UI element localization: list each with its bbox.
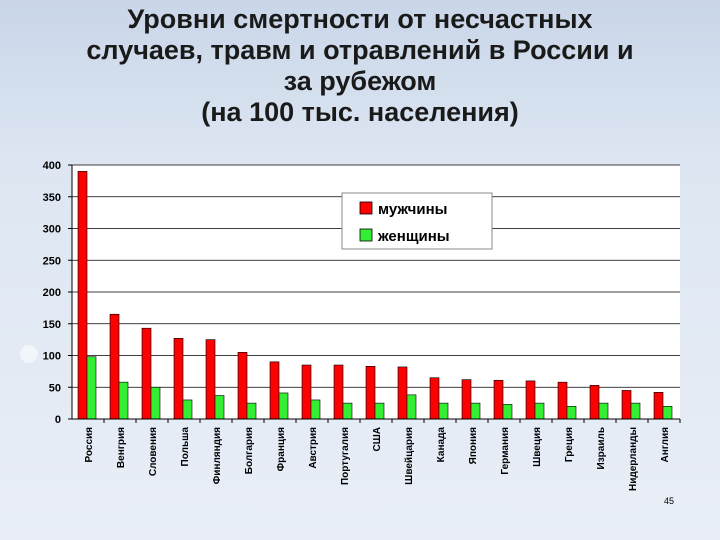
y-tick-label: 100 — [43, 351, 61, 363]
bar-male — [109, 313, 120, 420]
title-line: Уровни смертности от несчастных — [127, 4, 593, 34]
bar-female — [406, 394, 417, 420]
y-tick-label: 350 — [43, 192, 61, 204]
bar-male — [525, 380, 536, 420]
bar-male — [397, 366, 408, 420]
x-tick-label: Швейцария — [404, 427, 415, 485]
bar-male — [429, 377, 440, 420]
x-tick-label: Россия — [84, 427, 95, 463]
bar-female — [630, 402, 641, 420]
bar-male — [589, 385, 600, 420]
bar-female — [374, 402, 385, 420]
x-tick-label: Израиль — [596, 427, 607, 469]
bar-female — [86, 356, 97, 420]
bar-male — [301, 364, 312, 420]
x-tick-label: Греция — [564, 427, 575, 462]
bar-male — [205, 339, 216, 420]
bar-male — [141, 327, 152, 420]
bar-female — [662, 405, 673, 420]
bar-female — [150, 386, 161, 420]
legend: мужчины женщины — [341, 192, 493, 250]
bar-female — [534, 402, 545, 420]
bar-male — [365, 365, 376, 420]
bar-male — [237, 352, 248, 420]
x-tick-label: Венгрия — [116, 427, 127, 468]
page-number: 45 — [664, 496, 675, 506]
bar-male — [77, 171, 88, 420]
x-tick-label: Словения — [148, 427, 159, 476]
title-line: (на 100 тыс. населения) — [201, 97, 519, 127]
bar-female — [182, 399, 193, 420]
bar-female — [246, 402, 257, 420]
bar-male — [333, 364, 344, 420]
y-tick-label: 50 — [49, 382, 61, 394]
bar-female — [342, 402, 353, 420]
y-tick-label: 300 — [43, 224, 61, 236]
x-tick-label: Финляндия — [212, 427, 223, 484]
axes: 0 50 100 150 200 250 300 350 400 Россия Венгрия Сло… — [43, 160, 681, 491]
x-tick-label: Канада — [436, 427, 447, 463]
y-tick-label: 0 — [55, 414, 61, 426]
legend-swatch-male — [359, 201, 373, 215]
bar-female — [438, 402, 449, 420]
y-tick-label: 200 — [43, 287, 61, 299]
bar-female — [214, 395, 225, 420]
x-tick-label: Швеция — [532, 427, 543, 467]
bar-male — [493, 379, 504, 420]
decorative-circle — [20, 345, 38, 363]
bar-female — [598, 402, 609, 420]
title-line: за рубежом — [283, 66, 437, 96]
x-tick-label: Австрия — [308, 427, 319, 469]
bar-male — [269, 361, 280, 420]
bar-male — [557, 381, 568, 420]
y-tick-label: 400 — [43, 160, 61, 172]
legend-swatch-female — [359, 228, 373, 242]
bar-female — [278, 392, 289, 420]
bar-male — [461, 379, 472, 420]
y-tick-label: 250 — [43, 255, 61, 267]
x-tick-label: Франция — [276, 427, 287, 472]
y-tick-label: 150 — [43, 319, 61, 331]
x-tick-label: Нидерланды — [628, 427, 639, 491]
x-tick-label: Германия — [500, 427, 511, 475]
bar-female — [566, 405, 577, 420]
bar-male — [173, 338, 184, 420]
x-tick-label: США — [372, 427, 383, 452]
slide-title: Уровни смертности от несчастных случаев,… — [20, 4, 700, 128]
x-tick-label: Болгария — [244, 427, 255, 474]
bars — [77, 171, 673, 420]
title-line: случаев, травм и отравлений в России и — [86, 35, 634, 65]
x-tick-label: Польша — [180, 427, 191, 467]
legend-label-female: женщины — [377, 228, 450, 245]
x-tick-label: Португалия — [340, 427, 351, 485]
bar-female — [118, 381, 129, 420]
bar-female — [310, 399, 321, 420]
x-tick-label: Япония — [468, 427, 479, 465]
bar-male — [653, 392, 664, 420]
x-tick-label: Англия — [660, 427, 671, 463]
bar-male — [621, 390, 632, 420]
bar-female — [470, 402, 481, 420]
bar-female — [502, 404, 513, 420]
legend-label-male: мужчины — [378, 201, 448, 218]
